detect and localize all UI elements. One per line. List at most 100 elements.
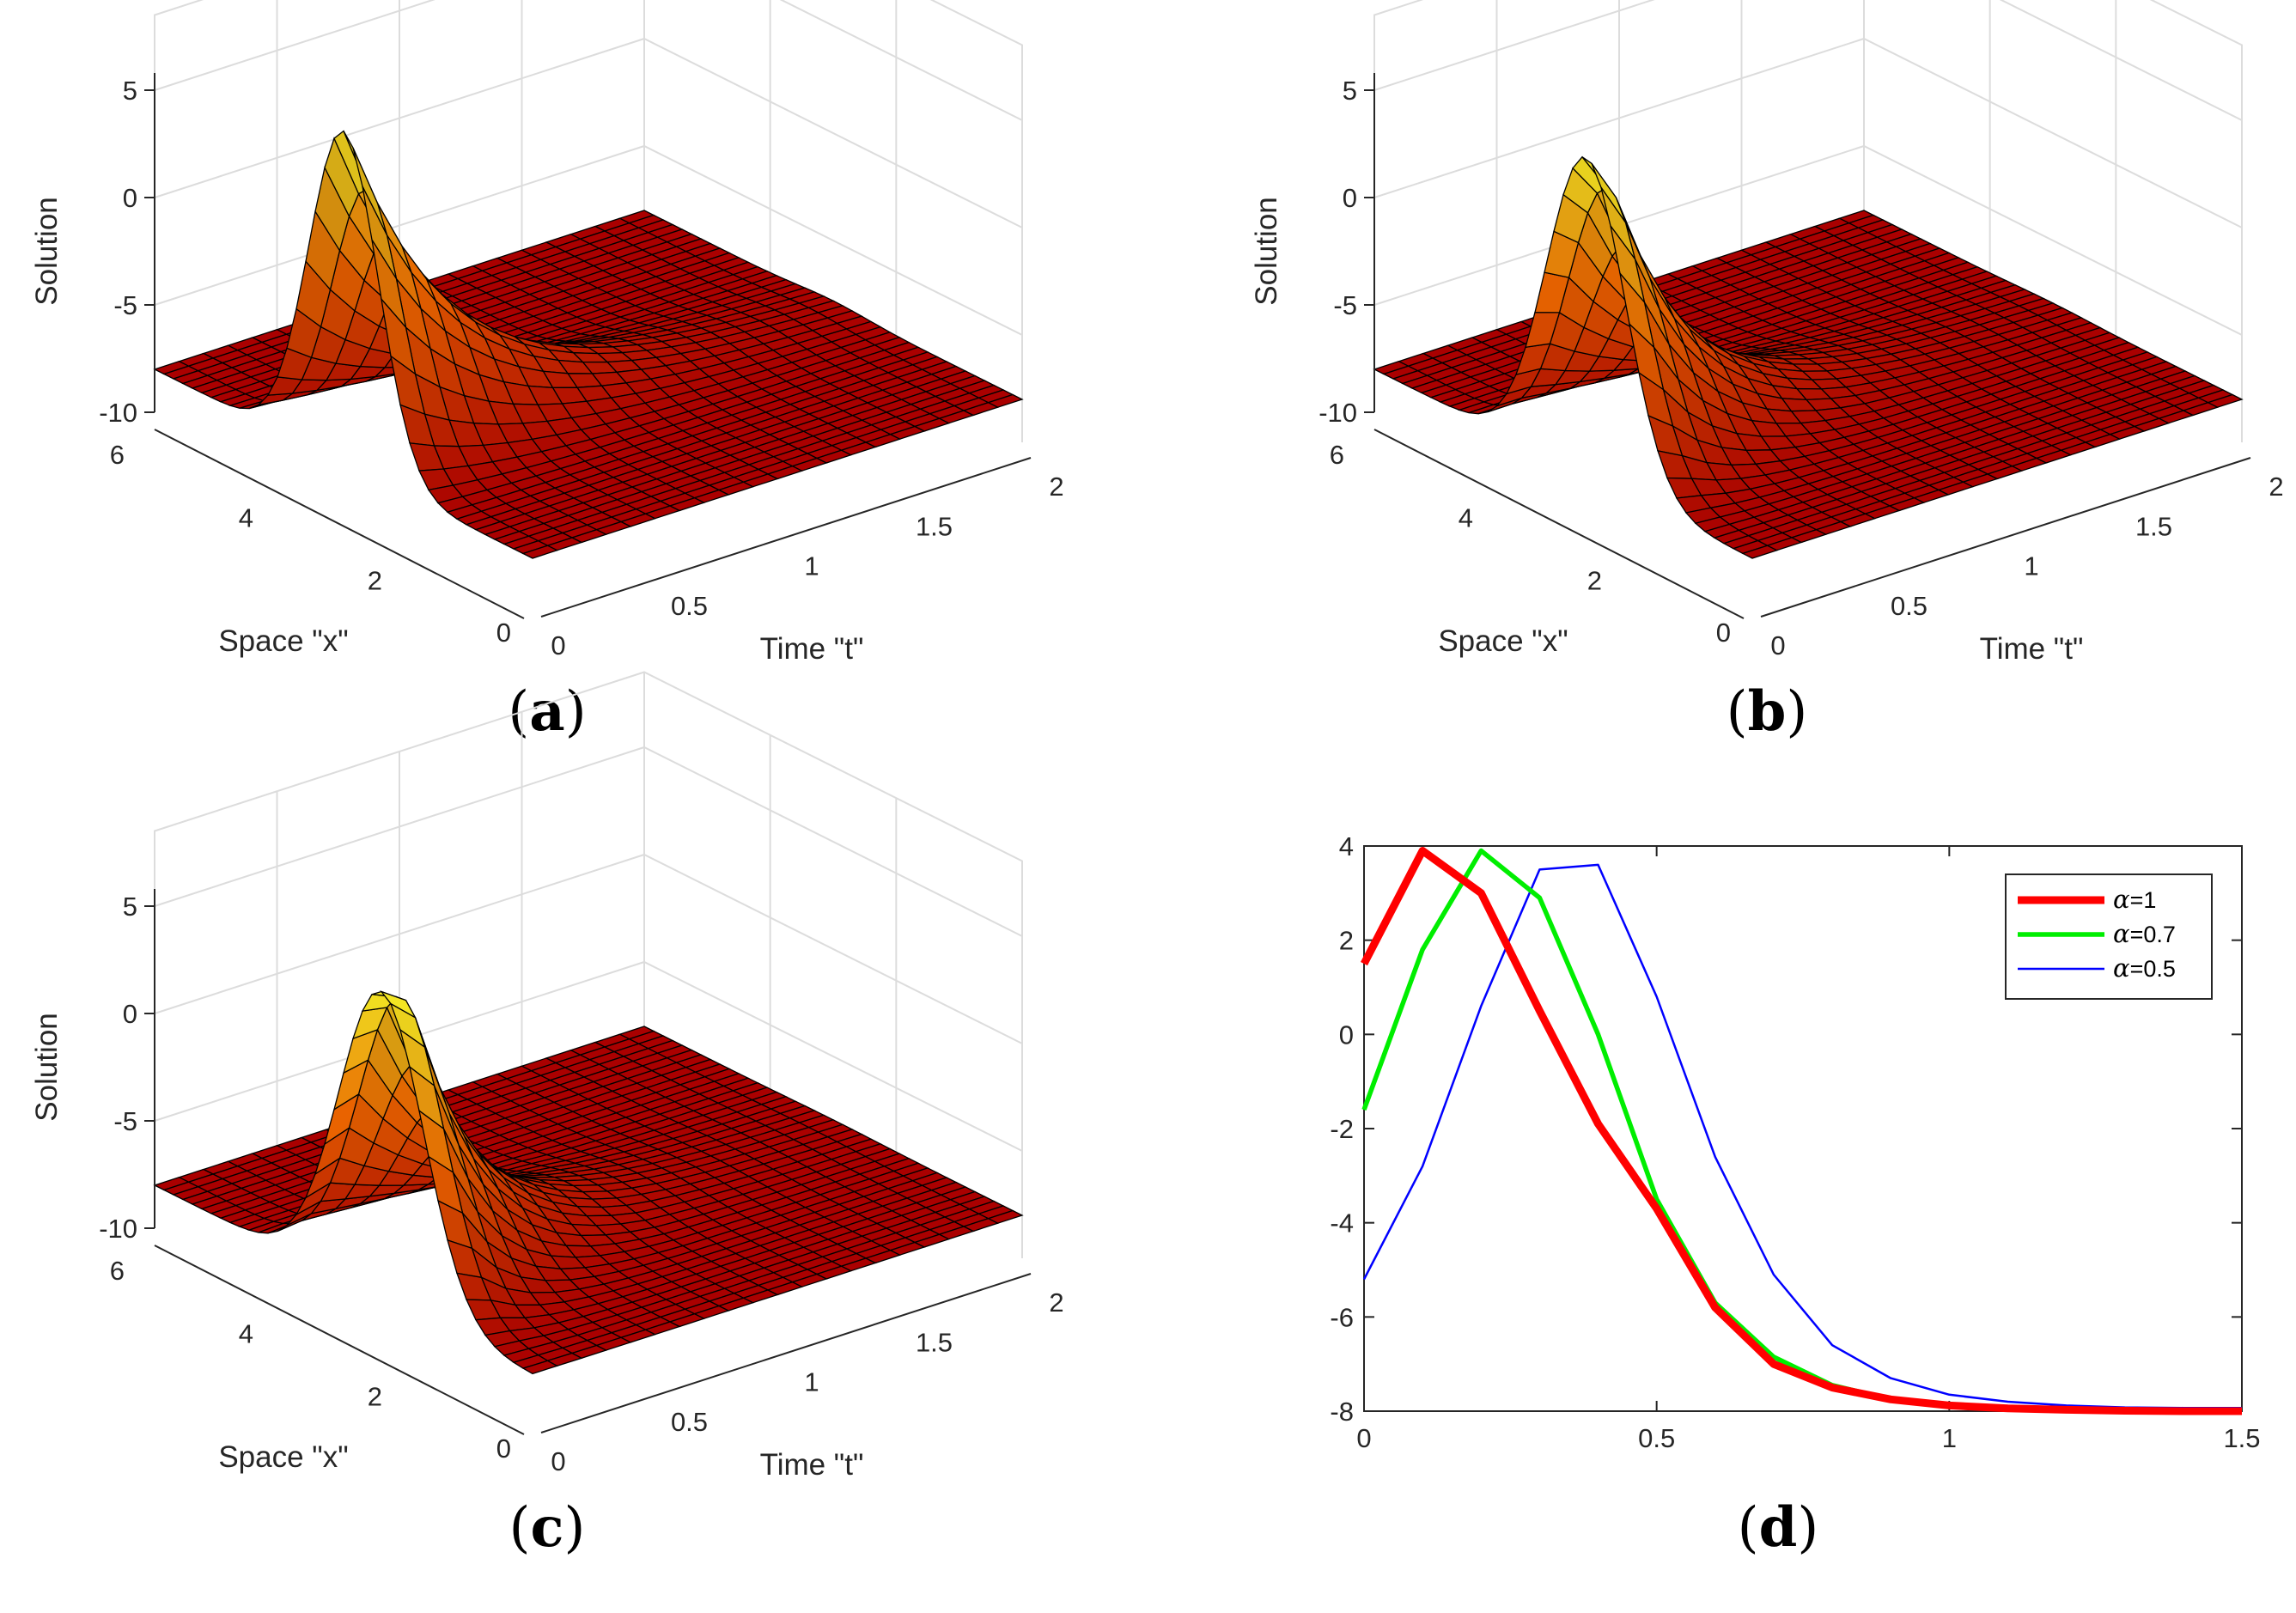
x-axis-label: Space "x" [1438,624,1568,658]
z-axis-label: Solution [1250,197,1283,305]
t-tick-label: 0.5 [671,1407,708,1437]
x-tick-label: 2 [368,1382,382,1412]
z-tick-label: -10 [99,1214,137,1244]
t-axis-line [540,457,1032,618]
surface-axes [154,889,1032,1435]
x-axis-line [154,1245,525,1435]
x-tick-label: 1 [1942,1423,1957,1453]
series-line-0 [1361,847,2242,1415]
panel-caption: (a) [508,679,586,744]
t-tick-label: 1.5 [916,511,953,541]
t-tick-label: 1 [2024,551,2038,581]
x-tick-label: 0 [496,618,511,648]
surface-mesh [1373,155,2244,559]
surface-panel-c: -10 -5 0 5 0 2 4 6 0 0.5 1 1.5 2 Solution Space "x" Tim… [30,671,1064,1482]
caption-close: ) [1786,680,1807,744]
z-tick-label: 0 [123,999,137,1029]
t-axis-label: Time "t" [1980,632,2084,666]
legend-label: α=1 [2113,885,2156,914]
line-panel-d: 420-2-4-6-80 0.5 1 1.5α=1α=0.7α=0.5 [1330,831,2260,1453]
caption-close: ) [563,1496,585,1560]
surface-axes [154,73,1032,619]
z-tick-label: -5 [113,1106,137,1136]
z-gridline [154,0,1023,121]
caption-open: ( [509,1496,531,1560]
x-tick-label: 0 [1716,618,1731,648]
caption-open: ( [1727,680,1748,744]
surface-panel-b: -10 -5 0 5 0 2 4 6 0 0.5 1 1.5 2 Solution Space "x" Tim… [1250,0,2284,666]
t-axis-line [540,1273,1032,1433]
legend-label: α=0.7 [2113,919,2176,948]
x-tick-label: 6 [1330,440,1344,470]
y-tick-label: -6 [1330,1302,1354,1332]
caption-letter: b [1748,679,1787,744]
x-axis-label: Space "x" [218,1440,348,1474]
x-axis-label: Space "x" [218,624,348,658]
panel-caption: (c) [509,1495,586,1560]
surface-mesh [153,990,1024,1375]
y-tick-label: 0 [1339,1020,1354,1050]
z-gridline [154,37,1023,228]
z-tick-label: 0 [123,183,137,213]
z-gridline [154,746,1023,937]
y-tick-label: -4 [1330,1208,1354,1239]
x-tick-label: 4 [1459,502,1473,533]
x-tick-label: 0.5 [1638,1423,1675,1453]
t-axis-label: Time "t" [760,632,864,666]
t-tick-label: 1.5 [916,1327,953,1357]
z-gridline [154,853,1023,1044]
legend: α=1α=0.7α=0.5 [2005,873,2213,1000]
x-tick-label: 1.5 [2223,1423,2260,1453]
z-tick-label: -5 [113,290,137,320]
y-tick-label: -2 [1330,1114,1354,1144]
y-tick-label: -8 [1330,1397,1354,1427]
caption-close: ) [565,680,587,744]
x-axis-line [1373,429,1745,619]
y-tick-label: 2 [1339,926,1354,956]
surface-face [521,545,559,559]
surface-mesh [153,130,1024,559]
surface-face [1741,545,1779,559]
panel-caption: (b) [1727,679,1808,744]
legend-symbol: α [2113,885,2130,914]
legend-symbol: α [2113,919,2130,948]
caption-open: ( [1738,1496,1759,1560]
x-tick-label: 2 [1587,566,1602,596]
z-tick-label: -10 [1319,398,1357,428]
t-tick-label: 1 [804,1367,819,1397]
caption-letter: c [531,1495,564,1560]
caption-letter: a [529,679,564,744]
t-tick-label: 2 [2269,472,2283,502]
z-tick-label: -10 [99,398,137,428]
caption-close: ) [1797,1496,1818,1560]
panel-caption: (d) [1738,1495,1819,1560]
z-tick-label: 0 [1343,183,1357,213]
z-tick-label: 5 [1343,76,1357,106]
z-tick-label: 5 [123,892,137,922]
legend-symbol: α [2113,953,2130,983]
x-tick-label: 0 [496,1433,511,1464]
caption-letter: d [1759,1495,1798,1560]
x-tick-label: 4 [239,1318,253,1348]
t-tick-label: 0.5 [671,591,708,621]
t-tick-label: 2 [1049,472,1063,502]
t-tick-label: 0.5 [1891,591,1928,621]
z-axis-label: Solution [30,1013,64,1121]
x-tick-label: 6 [110,440,125,470]
x-tick-label: 2 [368,566,382,596]
z-gridline [1373,0,2243,121]
t-tick-label: 2 [1049,1287,1063,1318]
legend-value: =1 [2130,887,2157,913]
legend-value: =0.7 [2130,922,2176,947]
surface-panel-a: -10 -5 0 5 0 2 4 6 0 0.5 1 1.5 2 Solution Space "x" Tim… [30,0,1064,666]
t-tick-label: 0 [1770,630,1785,660]
surface-axes [1373,73,2251,619]
x-axis-line [154,429,525,619]
z-tick-label: -5 [1333,290,1357,320]
t-tick-label: 1.5 [2135,511,2172,541]
t-axis-line [1760,457,2251,618]
x-tick-label: 4 [239,502,253,533]
legend-label: α=0.5 [2113,953,2176,983]
y-tick-label: 4 [1339,831,1354,861]
